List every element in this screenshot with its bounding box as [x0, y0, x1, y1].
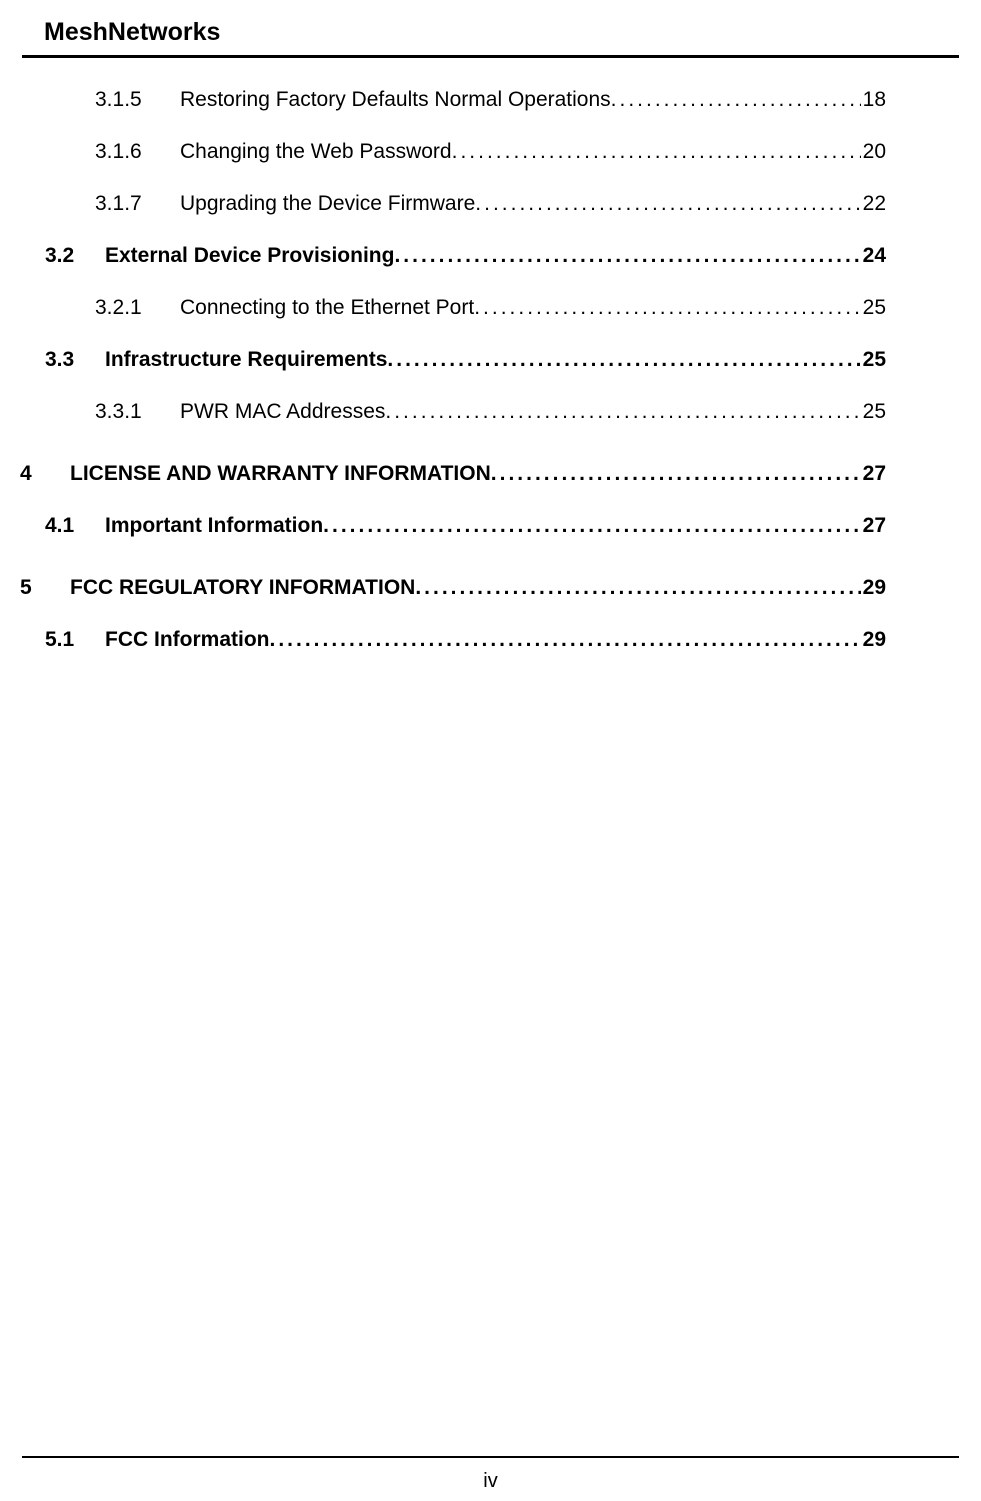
toc-leader-dots: ........................................… [475, 192, 860, 216]
document-header: MeshNetworks [22, 0, 959, 58]
toc-page: 29 [861, 576, 886, 600]
toc-title: FCC Information [105, 628, 269, 652]
toc-title: Infrastructure Requirements [105, 348, 387, 372]
toc-entry: 3.1.5 Restoring Factory Defaults Normal … [95, 88, 886, 112]
toc-number: 4 [20, 462, 70, 486]
toc-page: 25 [861, 296, 886, 320]
toc-page: 29 [861, 628, 886, 652]
toc-entry: 3.3.1 PWR MAC Addresses ................… [95, 400, 886, 424]
toc-entry: 3.1.7 Upgrading the Device Firmware ....… [95, 192, 886, 216]
toc-number: 5.1 [45, 628, 105, 652]
toc-number: 3.2 [45, 244, 105, 268]
toc-page: 20 [861, 140, 886, 164]
toc-title: PWR MAC Addresses [180, 400, 385, 424]
toc-title: Important Information [105, 514, 323, 538]
toc-leader-dots: ........................................… [394, 244, 860, 268]
toc-entry: 4.1 Important Information ..............… [45, 514, 886, 538]
toc-entry: 4 LICENSE AND WARRANTY INFORMATION .....… [20, 462, 886, 486]
toc-page: 27 [861, 462, 886, 486]
toc-leader-dots: ........................................… [452, 140, 861, 164]
toc-page: 24 [861, 244, 886, 268]
header-title-text: MeshNetworks [44, 18, 220, 46]
toc-number: 4.1 [45, 514, 105, 538]
toc-number: 3.3 [45, 348, 105, 372]
toc-leader-dots: ........................................… [491, 462, 861, 486]
toc-title: LICENSE AND WARRANTY INFORMATION [70, 462, 491, 486]
toc-entry: 3.2.1 Connecting to the Ethernet Port ..… [95, 296, 886, 320]
toc-page: 22 [861, 192, 886, 216]
toc-leader-dots: ........................................… [323, 514, 860, 538]
toc-leader-dots: ........................................… [385, 400, 860, 424]
toc-entry: 3.3 Infrastructure Requirements ........… [45, 348, 886, 372]
page-footer: iv [22, 1456, 959, 1501]
toc-page: 25 [861, 348, 886, 372]
toc-content: 3.1.5 Restoring Factory Defaults Normal … [0, 58, 981, 652]
toc-number: 3.1.6 [95, 140, 180, 164]
page-number: iv [483, 1470, 497, 1492]
toc-title: Changing the Web Password [180, 140, 452, 164]
toc-leader-dots: ........................................… [474, 296, 860, 320]
toc-leader-dots: ........................................… [611, 88, 861, 112]
toc-number: 3.3.1 [95, 400, 180, 424]
toc-entry: 5 FCC REGULATORY INFORMATION ...........… [20, 576, 886, 600]
toc-leader-dots: ........................................… [269, 628, 860, 652]
toc-leader-dots: ........................................… [415, 576, 860, 600]
toc-title: Restoring Factory Defaults Normal Operat… [180, 88, 611, 112]
toc-title: FCC REGULATORY INFORMATION [70, 576, 415, 600]
toc-page: 18 [861, 88, 886, 112]
toc-entry: 3.1.6 Changing the Web Password ........… [95, 140, 886, 164]
toc-entry: 3.2 External Device Provisioning .......… [45, 244, 886, 268]
toc-title: External Device Provisioning [105, 244, 394, 268]
toc-page: 27 [861, 514, 886, 538]
toc-number: 3.2.1 [95, 296, 180, 320]
toc-number: 3.1.7 [95, 192, 180, 216]
toc-page: 25 [861, 400, 886, 424]
toc-title: Upgrading the Device Firmware [180, 192, 475, 216]
toc-title: Connecting to the Ethernet Port [180, 296, 474, 320]
toc-leader-dots: ........................................… [387, 348, 860, 372]
toc-entry: 5.1 FCC Information ....................… [45, 628, 886, 652]
toc-number: 3.1.5 [95, 88, 180, 112]
toc-number: 5 [20, 576, 70, 600]
